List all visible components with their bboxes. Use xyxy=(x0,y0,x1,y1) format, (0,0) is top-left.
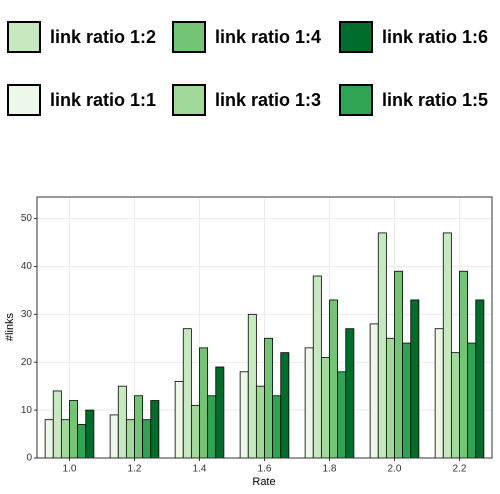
bar xyxy=(109,414,119,459)
bar xyxy=(369,323,379,459)
y-tick-label: 20 xyxy=(21,357,33,368)
bar xyxy=(345,328,355,459)
bar xyxy=(442,232,452,459)
legend-swatch xyxy=(172,21,206,53)
bar xyxy=(467,342,477,459)
x-tick-label: 2.2 xyxy=(453,464,467,475)
bar xyxy=(44,419,54,459)
bar xyxy=(60,419,70,459)
y-tick-label: 40 xyxy=(21,261,33,272)
legend-label: link ratio 1:2 xyxy=(50,27,156,47)
x-tick-label: 1.2 xyxy=(128,464,142,475)
bar xyxy=(207,395,217,459)
legend-swatch xyxy=(7,21,41,53)
legend-label: link ratio 1:3 xyxy=(215,90,321,110)
bar xyxy=(247,313,257,459)
bar xyxy=(52,390,62,459)
x-tick-label: 1.0 xyxy=(63,464,77,475)
bar xyxy=(85,409,95,459)
y-tick-label: 10 xyxy=(21,405,33,416)
bar xyxy=(69,400,79,459)
y-tick-label: 0 xyxy=(26,453,32,464)
bar xyxy=(117,385,127,459)
legend-swatch xyxy=(339,21,373,53)
bar xyxy=(174,380,184,459)
legend-swatch xyxy=(339,84,373,116)
legend-label: link ratio 1:4 xyxy=(215,27,321,47)
legend-label: link ratio 1:6 xyxy=(382,27,488,47)
bar xyxy=(150,400,160,459)
bar xyxy=(385,337,395,459)
legend-swatch xyxy=(7,84,41,116)
bar xyxy=(125,419,135,459)
bar xyxy=(255,385,265,459)
bar xyxy=(190,404,200,459)
bar xyxy=(264,337,274,459)
legend-label: link ratio 1:5 xyxy=(382,90,488,110)
bar xyxy=(304,347,314,459)
bar xyxy=(134,395,144,459)
x-tick-label: 1.8 xyxy=(323,464,337,475)
bar xyxy=(272,395,282,459)
bar xyxy=(320,357,330,459)
bar xyxy=(199,347,209,459)
bar xyxy=(280,352,290,459)
bar xyxy=(459,270,469,459)
bar xyxy=(182,328,192,459)
bar xyxy=(475,299,485,459)
bar xyxy=(77,424,87,459)
bar xyxy=(215,366,225,459)
legend-swatch xyxy=(172,84,206,116)
bar xyxy=(142,419,152,459)
x-tick-label: 2.0 xyxy=(388,464,402,475)
y-tick-label: 50 xyxy=(21,213,33,224)
bar xyxy=(402,342,412,459)
x-tick-label: 1.6 xyxy=(258,464,272,475)
bar xyxy=(394,270,404,459)
plot-border xyxy=(36,196,493,459)
y-tick-label: 30 xyxy=(21,309,33,320)
bar xyxy=(434,328,444,459)
bar xyxy=(450,352,460,459)
y-axis-label: #links xyxy=(4,312,16,341)
bar xyxy=(329,299,339,459)
x-axis-label: Rate xyxy=(252,476,275,488)
bar xyxy=(337,371,347,459)
x-tick-label: 1.4 xyxy=(193,464,207,475)
bar xyxy=(312,275,322,459)
bar xyxy=(377,232,387,459)
bar xyxy=(410,299,420,459)
legend-label: link ratio 1:1 xyxy=(50,90,156,110)
bar xyxy=(239,371,249,459)
